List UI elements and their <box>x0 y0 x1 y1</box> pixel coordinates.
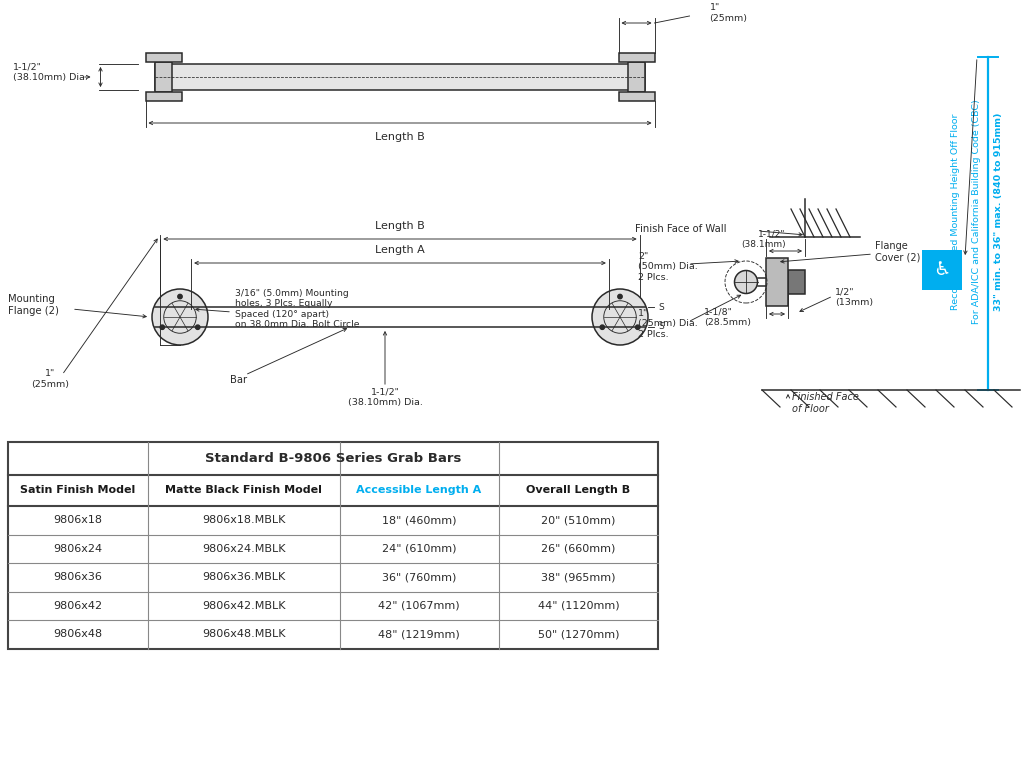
Bar <box>146 53 181 62</box>
Bar <box>766 258 788 306</box>
Text: 44" (1120mm): 44" (1120mm) <box>537 601 619 611</box>
Text: 9806x48: 9806x48 <box>53 629 102 639</box>
Circle shape <box>160 325 164 330</box>
Circle shape <box>636 325 640 330</box>
Bar <box>146 92 181 101</box>
Text: 9806x36: 9806x36 <box>53 572 102 582</box>
Bar <box>8 442 658 648</box>
Text: Accessible Length A: Accessible Length A <box>357 486 482 496</box>
Text: 9806x42: 9806x42 <box>53 601 102 611</box>
Text: 3/16" (5.0mm) Mounting
holes, 3 Plcs. Equally
Spaced (120° apart)
on 38.0mm Dia.: 3/16" (5.0mm) Mounting holes, 3 Plcs. Eq… <box>235 289 360 329</box>
Bar <box>628 62 645 92</box>
Text: 1/2"
(13mm): 1/2" (13mm) <box>835 287 873 306</box>
Text: ♿: ♿ <box>933 260 951 279</box>
Text: 36" (760mm): 36" (760mm) <box>382 572 456 582</box>
Text: Finished Face
of Floor: Finished Face of Floor <box>792 392 859 414</box>
Bar <box>155 62 172 92</box>
Text: Matte Black Finish Model: Matte Black Finish Model <box>165 486 322 496</box>
Text: Recommended Mounting Height Off Floor: Recommended Mounting Height Off Floor <box>950 113 959 310</box>
Text: Length B: Length B <box>375 132 425 142</box>
Text: 1"
(25mm): 1" (25mm) <box>709 3 747 22</box>
Circle shape <box>592 289 648 345</box>
Text: For ADA/ICC and California Building Code (CBC): For ADA/ICC and California Building Code… <box>972 99 981 324</box>
Text: 1-1/2"
(38.1mm): 1-1/2" (38.1mm) <box>741 229 785 249</box>
Text: 26" (660mm): 26" (660mm) <box>541 543 616 554</box>
Text: Satin Finish Model: Satin Finish Model <box>20 486 135 496</box>
Bar <box>788 270 805 294</box>
Text: 48" (1219mm): 48" (1219mm) <box>378 629 460 639</box>
Bar <box>155 64 645 90</box>
Circle shape <box>618 294 622 299</box>
Text: 24" (610mm): 24" (610mm) <box>382 543 456 554</box>
Text: 38" (965mm): 38" (965mm) <box>541 572 616 582</box>
Text: 1"
(25mm): 1" (25mm) <box>31 369 69 388</box>
Text: Length B: Length B <box>375 221 425 231</box>
Circle shape <box>177 294 182 299</box>
Text: 9806x24: 9806x24 <box>53 543 102 554</box>
Text: Flange
Cover (2): Flange Cover (2) <box>875 241 920 262</box>
Text: Overall Length B: Overall Length B <box>526 486 630 496</box>
Text: 1"
(25mm) Dia.
2 Plcs.: 1" (25mm) Dia. 2 Plcs. <box>638 309 698 339</box>
Text: Mounting
Flange (2): Mounting Flange (2) <box>8 294 58 316</box>
Circle shape <box>152 289 208 345</box>
Text: S: S <box>658 303 664 311</box>
Text: Finish Face of Wall: Finish Face of Wall <box>636 224 727 234</box>
Bar <box>922 250 962 290</box>
Text: S: S <box>658 323 664 331</box>
Text: 1-1/2"
(38.10mm) Dia.: 1-1/2" (38.10mm) Dia. <box>13 63 88 82</box>
Text: 42" (1067mm): 42" (1067mm) <box>378 601 460 611</box>
Text: 33" min. to 36" max. (840 to 915mm): 33" min. to 36" max. (840 to 915mm) <box>993 112 1002 311</box>
Text: 18" (460mm): 18" (460mm) <box>382 515 456 525</box>
Text: 9806x18: 9806x18 <box>53 515 102 525</box>
Circle shape <box>735 270 757 293</box>
Circle shape <box>600 325 605 330</box>
Text: 9806x48.MBLK: 9806x48.MBLK <box>202 629 285 639</box>
Text: 9806x18.MBLK: 9806x18.MBLK <box>202 515 285 525</box>
Text: 2"
(50mm) Dia.
2 Plcs.: 2" (50mm) Dia. 2 Plcs. <box>638 252 698 282</box>
Text: 20" (510mm): 20" (510mm) <box>541 515 616 525</box>
Text: 1-1/2"
(38.10mm) Dia.: 1-1/2" (38.10mm) Dia. <box>347 388 422 407</box>
Text: Bar: Bar <box>230 375 247 385</box>
Text: 9806x36.MBLK: 9806x36.MBLK <box>202 572 285 582</box>
Text: 9806x24.MBLK: 9806x24.MBLK <box>202 543 285 554</box>
Text: 1-1/8"
(28.5mm): 1-1/8" (28.5mm) <box>704 307 751 327</box>
Text: 50" (1270mm): 50" (1270mm) <box>538 629 619 639</box>
Text: Standard B-9806 Series Grab Bars: Standard B-9806 Series Grab Bars <box>205 452 461 465</box>
Text: Length A: Length A <box>375 245 425 255</box>
Circle shape <box>196 325 200 330</box>
Text: 9806x42.MBLK: 9806x42.MBLK <box>202 601 285 611</box>
Bar <box>618 53 655 62</box>
Bar <box>618 92 655 101</box>
